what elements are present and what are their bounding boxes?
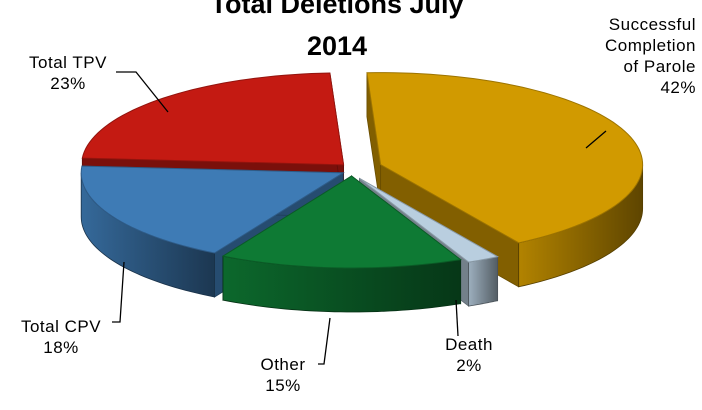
label-successful-line2: Completion [605,36,696,55]
slice-other [221,175,462,269]
leader-line-other [318,317,331,365]
pie-top-faces [80,72,644,269]
slice-side-death [468,256,499,307]
label-total-cpv: Total CPV 18% [6,316,116,358]
pct-total-tpv: 23% [50,74,86,93]
leader-line-death [455,299,459,337]
leader-line-successful [585,130,607,149]
label-death: Death 2% [424,334,514,376]
label-death-name: Death [445,335,493,354]
label-other-name: Other [260,355,306,374]
label-successful-line3: of Parole [623,57,696,76]
pct-total-cpv: 18% [43,338,79,357]
label-total-cpv-name: Total CPV [20,317,102,336]
label-successful-line1: Successful [608,15,696,34]
pct-successful: 42% [660,78,696,97]
chart-title-line2: 2014 [306,31,368,61]
label-successful-completion: Successful Completion of Parole 42% [566,14,696,98]
slice-total-tpv [81,72,345,166]
label-total-tpv: Total TPV 23% [8,52,128,94]
slice-total-cpv [80,165,345,254]
leader-line-total-tpv [116,71,169,113]
leader-line-total-cpv [112,261,125,323]
pct-death: 2% [456,356,482,375]
slice-successful-completion-of-parole [366,72,644,244]
chart-title-line1: Total Deletions July [210,0,464,19]
label-other: Other 15% [248,354,318,396]
pct-other: 15% [265,376,301,395]
slice-death [359,178,500,263]
label-total-tpv-name: Total TPV [29,53,107,72]
